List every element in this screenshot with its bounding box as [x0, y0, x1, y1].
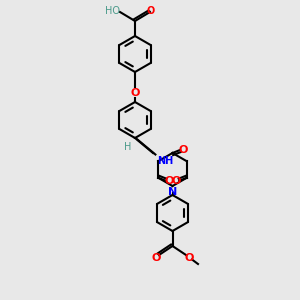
Text: HO: HO — [105, 5, 120, 16]
Text: N: N — [168, 187, 177, 197]
Text: NH: NH — [158, 156, 174, 166]
Text: O: O — [172, 176, 181, 186]
Text: H: H — [124, 142, 131, 152]
Text: O: O — [184, 253, 194, 263]
Text: O: O — [178, 145, 188, 155]
Text: O: O — [164, 176, 173, 186]
Text: O: O — [146, 5, 155, 16]
Text: O: O — [130, 88, 140, 98]
Text: O: O — [151, 253, 161, 263]
